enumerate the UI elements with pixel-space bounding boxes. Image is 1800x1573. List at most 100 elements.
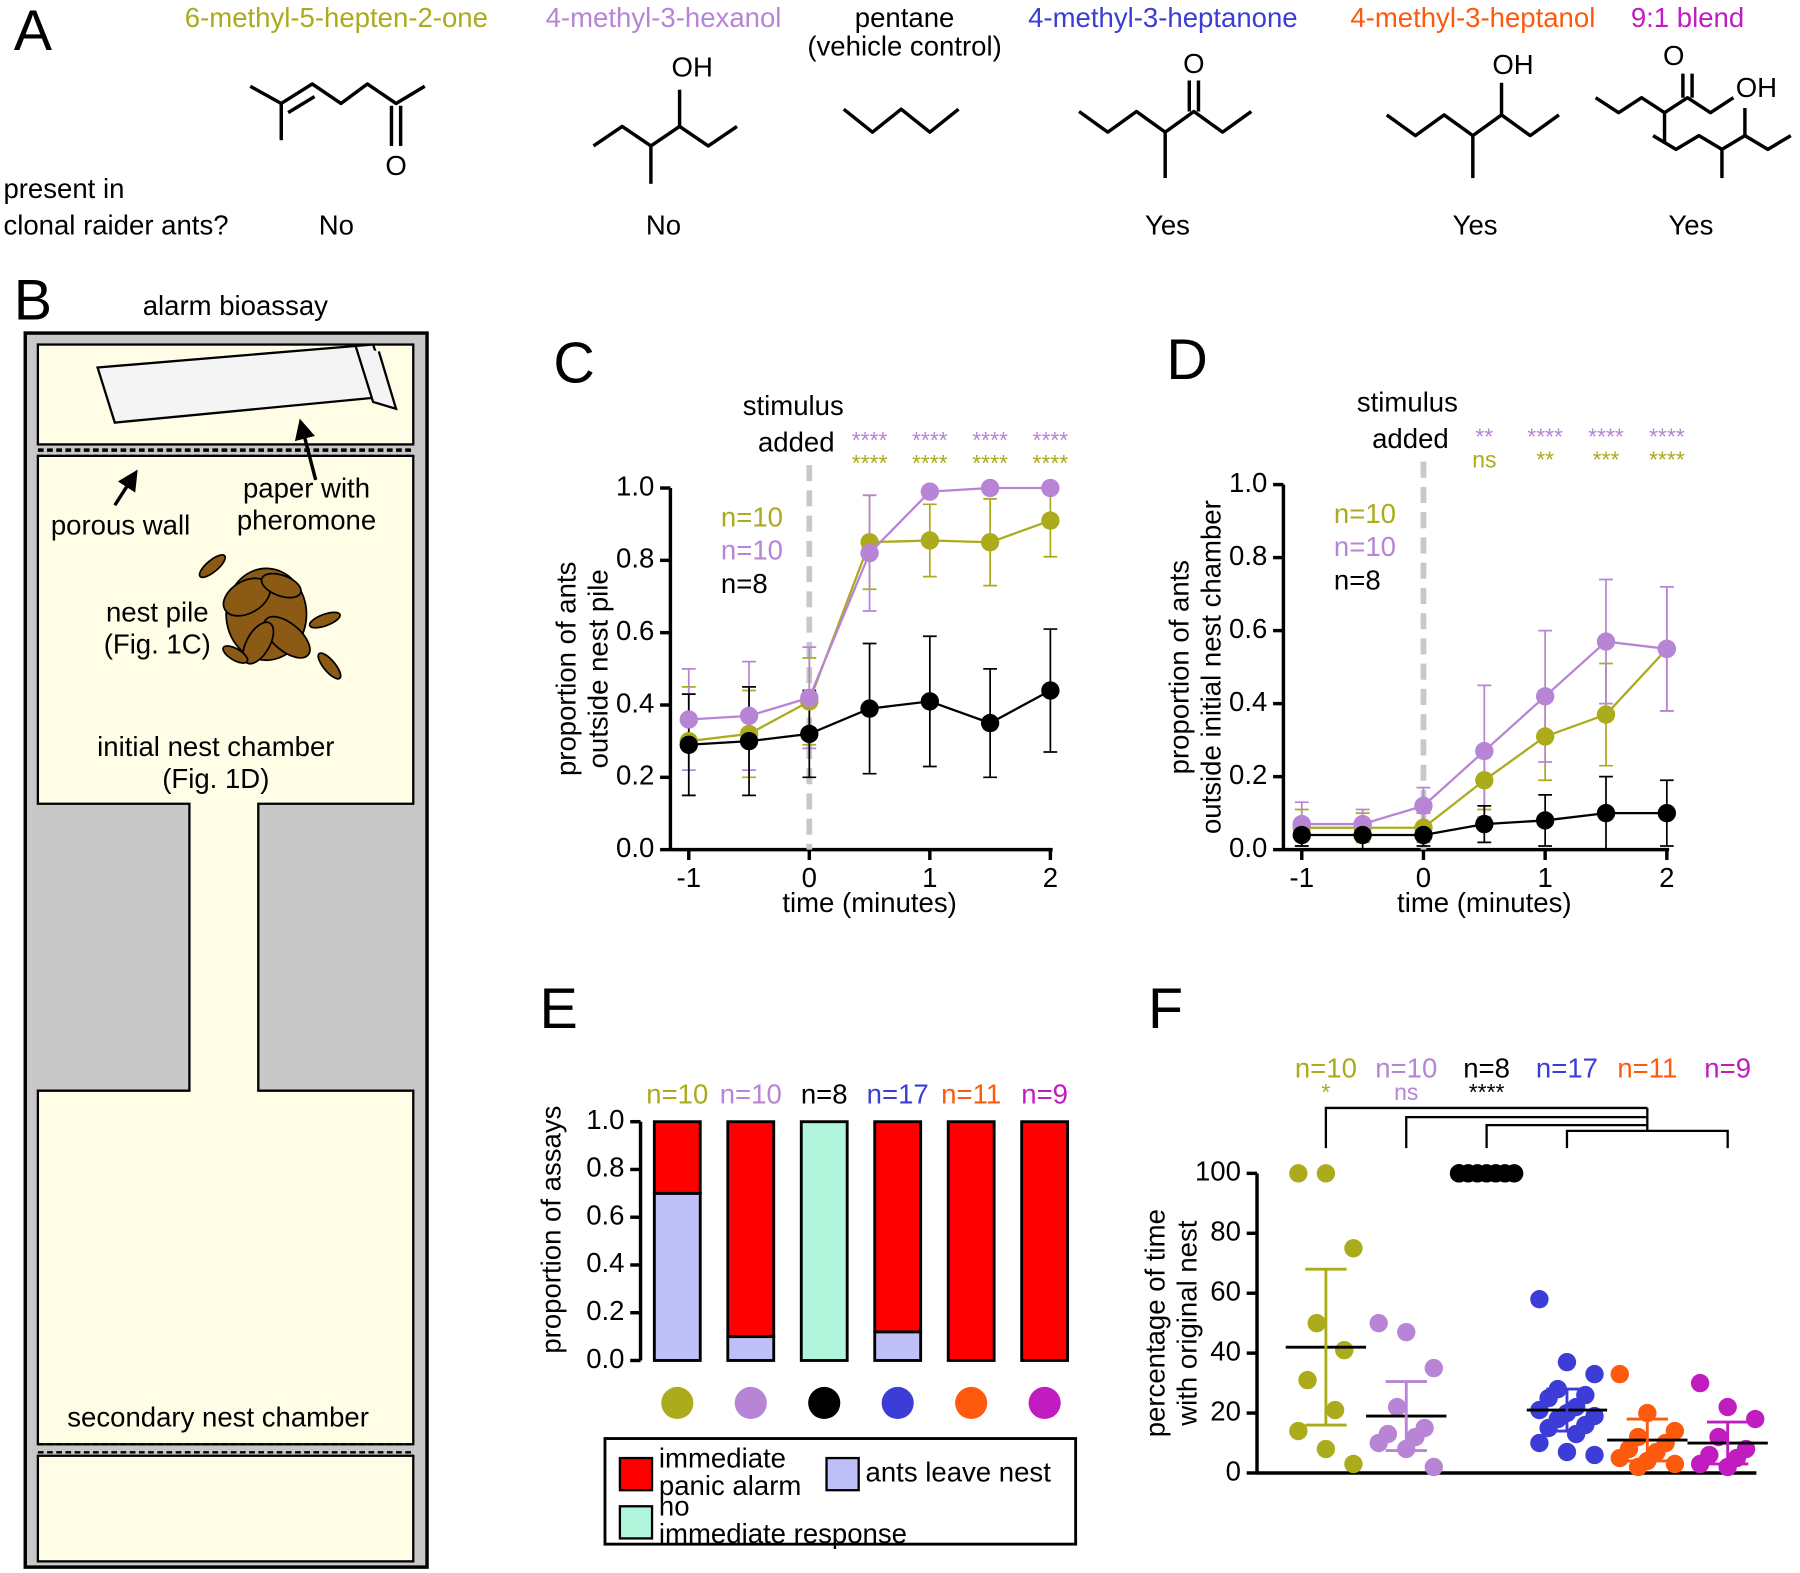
point: [1596, 705, 1616, 724]
point: [1486, 1164, 1505, 1183]
point: [1307, 1313, 1326, 1333]
n-label: n=9: [1704, 1052, 1751, 1083]
significance: ****: [1649, 447, 1685, 473]
point: [1289, 1421, 1308, 1441]
n-label: n=10: [646, 1079, 708, 1110]
legend-label: immediate panic alarm: [659, 1443, 801, 1502]
point: [1335, 1340, 1354, 1360]
significance: **: [1475, 424, 1493, 450]
legend-label: ants leave nest: [866, 1456, 1052, 1487]
error-bar: [1626, 1417, 1668, 1463]
n-label: n=10: [1375, 1052, 1437, 1083]
b-paper: paper with: [243, 473, 370, 504]
category-dot: [734, 1386, 767, 1420]
bar-segment: [726, 1335, 776, 1362]
n-label: n=10: [1334, 498, 1396, 529]
y-tick-label: 80: [1210, 1216, 1241, 1247]
y-tick-label: 0.0: [616, 832, 654, 863]
n-label: n=11: [941, 1079, 1001, 1110]
point: [1610, 1364, 1629, 1384]
y-tick-label: 0.2: [616, 760, 654, 791]
bond: [1652, 133, 1792, 152]
panel-label: F: [1148, 977, 1183, 1041]
y-tick-label: 60: [1210, 1275, 1241, 1306]
y-tick-label: 0.0: [586, 1343, 624, 1374]
y-tick-label: 0.2: [586, 1295, 624, 1326]
significance: ***: [1593, 447, 1620, 473]
significance: **: [1536, 447, 1554, 473]
legend-swatch: [618, 1505, 654, 1540]
error-bar: [1707, 1420, 1749, 1466]
point: [1585, 1364, 1604, 1384]
x-tick-label: 2: [1043, 862, 1058, 893]
panel-label: B: [14, 269, 52, 333]
atom-label: O: [385, 150, 406, 181]
bond: [592, 124, 738, 148]
y-tick-label: 0.6: [1229, 613, 1267, 644]
point: [1316, 1439, 1336, 1459]
point: [1397, 1322, 1416, 1342]
point: [1041, 681, 1060, 700]
b-title: alarm bioassay: [143, 290, 328, 321]
n-label: n=8: [721, 568, 768, 599]
significance: ****: [852, 427, 888, 453]
b-pile: (Fig. 1C): [104, 629, 211, 660]
point: [1424, 1457, 1443, 1477]
point: [1557, 1442, 1577, 1462]
significance: ****: [912, 450, 948, 476]
annotation: added: [758, 427, 835, 458]
point: [980, 478, 1000, 498]
y-axis-label: proportion of ants: [1164, 560, 1195, 774]
compound-name: 4-methyl-3-heptanol: [1350, 2, 1595, 33]
x-tick-label: 0: [1416, 862, 1431, 893]
significance: ****: [1469, 1079, 1505, 1105]
significance: ****: [912, 427, 948, 453]
y-tick-label: 0.0: [1229, 832, 1267, 863]
compound-note: (vehicle control): [807, 31, 1001, 62]
point: [1566, 1424, 1586, 1444]
error-bar: [1305, 1267, 1347, 1427]
significance: ****: [1033, 427, 1069, 453]
point: [1475, 741, 1494, 761]
y-tick-label: 1.0: [616, 470, 654, 501]
y-tick-label: 0.4: [586, 1247, 624, 1278]
bar-segment: [873, 1330, 923, 1362]
significance: ****: [972, 450, 1008, 476]
point: [1530, 1290, 1549, 1309]
x-tick-label: -1: [677, 862, 702, 893]
y-tick-label: 1.0: [1229, 467, 1267, 498]
question: clonal raider ants?: [3, 210, 228, 241]
legend-swatch: [825, 1456, 860, 1492]
y-tick-label: 20: [1210, 1395, 1241, 1426]
y-tick-label: 0.6: [616, 615, 654, 646]
bond: [1078, 109, 1253, 134]
x-tick-label: 1: [1537, 862, 1552, 893]
point: [1690, 1373, 1710, 1393]
point: [1535, 687, 1555, 706]
b-pile: nest pile: [106, 597, 209, 628]
point: [1369, 1433, 1388, 1453]
y-axis-label: with original nest: [1172, 1220, 1203, 1427]
n-label: n=10: [1334, 531, 1396, 562]
point: [1316, 1164, 1336, 1183]
significance: ns: [1394, 1079, 1418, 1105]
point: [739, 706, 759, 726]
point: [679, 735, 698, 754]
point: [1657, 803, 1677, 823]
atom-label: OH: [672, 51, 713, 82]
y-tick-label: 0.4: [616, 687, 654, 718]
point: [1289, 1164, 1308, 1183]
point: [860, 699, 879, 718]
n-label: n=17: [1536, 1052, 1598, 1083]
y-tick-label: 0: [1226, 1455, 1241, 1486]
point: [1585, 1445, 1604, 1465]
point: [1344, 1239, 1363, 1258]
n-label: n=9: [1021, 1079, 1068, 1110]
n-label: n=11: [1617, 1052, 1677, 1083]
bond: [249, 82, 426, 106]
panel-label: C: [553, 332, 594, 396]
point: [1610, 1448, 1629, 1468]
bond: [842, 107, 960, 134]
point: [1298, 1370, 1317, 1390]
